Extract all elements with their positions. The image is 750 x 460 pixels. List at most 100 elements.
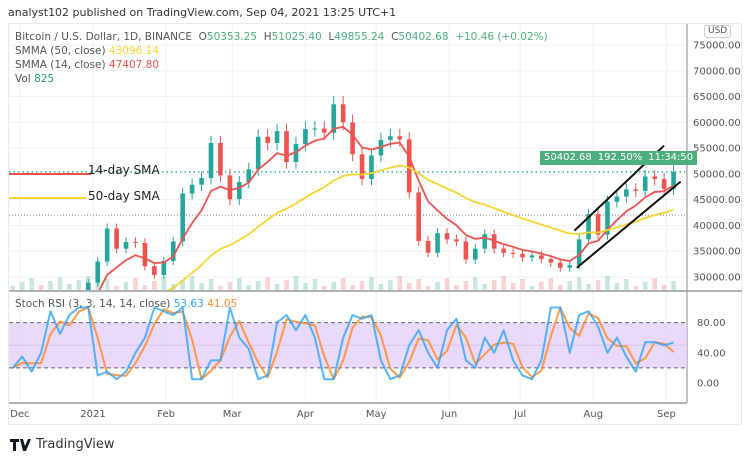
candle-body <box>152 266 157 275</box>
candle-body <box>265 136 270 143</box>
candle-body <box>350 122 355 155</box>
volume-bar <box>642 282 648 290</box>
candle-body <box>246 169 252 183</box>
stoch-label: Stoch RSI (3, 3, 14, 14, close) <box>15 298 171 310</box>
smma14-legend[interactable]: SMMA (14, close) 47407.80 <box>15 59 159 71</box>
candle-body <box>406 139 412 193</box>
x-tick-label: 2021 <box>80 409 105 420</box>
x-tick-label: Jul <box>513 409 526 420</box>
vol-label: Vol <box>15 73 31 85</box>
volume-bar <box>444 278 450 290</box>
volume-bar <box>595 280 601 290</box>
volume-bar <box>95 283 101 290</box>
candle-body <box>633 189 639 191</box>
x-tick-label: Feb <box>157 409 175 420</box>
smma50-label: SMMA (50, close) <box>15 45 106 57</box>
annotation-14-day-sma: 14-day SMA <box>88 163 160 177</box>
volume-bar <box>57 277 63 290</box>
candle-body <box>454 239 459 242</box>
last-price-label: 50402.68 192.50% 11:34:50 <box>540 151 698 165</box>
volume-bar <box>208 279 214 290</box>
candle-body <box>510 252 516 254</box>
y-tick-label: 55000.00 <box>693 144 741 155</box>
close-label: C <box>391 31 399 43</box>
brand-name: TradingView <box>36 437 115 452</box>
last-price: 50402.68 <box>544 152 592 163</box>
x-tick-label: Sep <box>657 409 676 420</box>
smma50-value: 43096.14 <box>108 45 160 57</box>
volume-bar <box>661 285 667 290</box>
currency-button[interactable]: USD <box>704 25 732 38</box>
high-value: 51025.40 <box>271 31 322 43</box>
stoch-d-line <box>12 306 675 381</box>
candle-body <box>576 239 582 266</box>
volume-bar <box>189 276 195 290</box>
candle-body <box>652 176 657 180</box>
candle-body <box>425 240 431 253</box>
candle-body <box>369 155 374 180</box>
x-tick-label: Dec <box>10 409 29 420</box>
candle-body <box>321 128 327 133</box>
vol-value: 825 <box>34 73 55 85</box>
x-tick-label: Apr <box>297 409 315 420</box>
volume-bar <box>284 280 289 290</box>
volume-bar <box>218 286 223 290</box>
volume-bar <box>576 277 582 290</box>
stoch-k-value: 53.63 <box>173 298 204 310</box>
candle-body <box>661 179 667 189</box>
candle-body <box>114 228 119 249</box>
volume-bar <box>133 278 138 290</box>
candle-body <box>548 258 554 263</box>
volume-bar <box>510 283 516 290</box>
volume-bar <box>624 279 629 290</box>
y-tick-label: 60000.00 <box>693 118 741 129</box>
candle-body <box>123 241 129 249</box>
y-tick-label: 65000.00 <box>693 92 741 103</box>
volume-bar <box>501 276 506 290</box>
low-value: 49855.24 <box>334 31 385 43</box>
y-tick-label: 45000.00 <box>693 195 741 206</box>
stoch-rsi-pane <box>9 306 687 381</box>
volume-bar <box>586 284 591 290</box>
candle-body <box>133 241 138 243</box>
candle-body <box>340 104 346 123</box>
stoch-legend[interactable]: Stoch RSI (3, 3, 14, 14, close) 53.63 41… <box>15 298 237 310</box>
volume-bar <box>548 278 554 290</box>
volume-bar <box>416 279 421 290</box>
volume-bar <box>114 286 119 290</box>
candle-body <box>104 228 110 262</box>
published-info: analyst102 published on TradingView.com,… <box>8 6 397 19</box>
channel-trendline <box>576 180 682 269</box>
volume-bar <box>19 282 25 290</box>
y-tick-label: 40000.00 <box>693 221 741 232</box>
tradingview-logo[interactable]: TradingView <box>10 437 115 452</box>
bar-countdown: 11:34:50 <box>648 152 694 163</box>
tradingview-logo-icon <box>10 438 31 451</box>
candle-body <box>520 253 525 258</box>
volume-bar <box>76 280 82 290</box>
volume-bar <box>567 281 573 290</box>
candle-body <box>614 196 620 202</box>
candle-body <box>303 129 308 144</box>
volume-bar <box>104 279 110 290</box>
volume-bar <box>274 284 280 290</box>
volume-bar <box>397 276 403 290</box>
volume-bar <box>491 280 497 290</box>
volume-bar <box>48 281 53 290</box>
candle-body <box>227 175 233 200</box>
candle-body <box>95 261 101 283</box>
y-tick-label: 35000.00 <box>693 247 741 258</box>
candle-body <box>463 241 469 260</box>
volume-bar <box>614 283 620 290</box>
price-pane <box>10 96 682 290</box>
volume-bar <box>180 280 185 290</box>
rsi-tick-label: 40.00 <box>697 348 726 359</box>
candle-body <box>142 242 148 267</box>
volume-bar <box>539 282 544 290</box>
smma14-line <box>98 125 675 290</box>
rsi-tick-label: 80.00 <box>697 318 726 329</box>
smma50-legend[interactable]: SMMA (50, close) 43096.14 <box>15 45 159 57</box>
vol-legend[interactable]: Vol 825 <box>15 73 54 85</box>
stoch-d-value: 41.05 <box>207 298 238 310</box>
